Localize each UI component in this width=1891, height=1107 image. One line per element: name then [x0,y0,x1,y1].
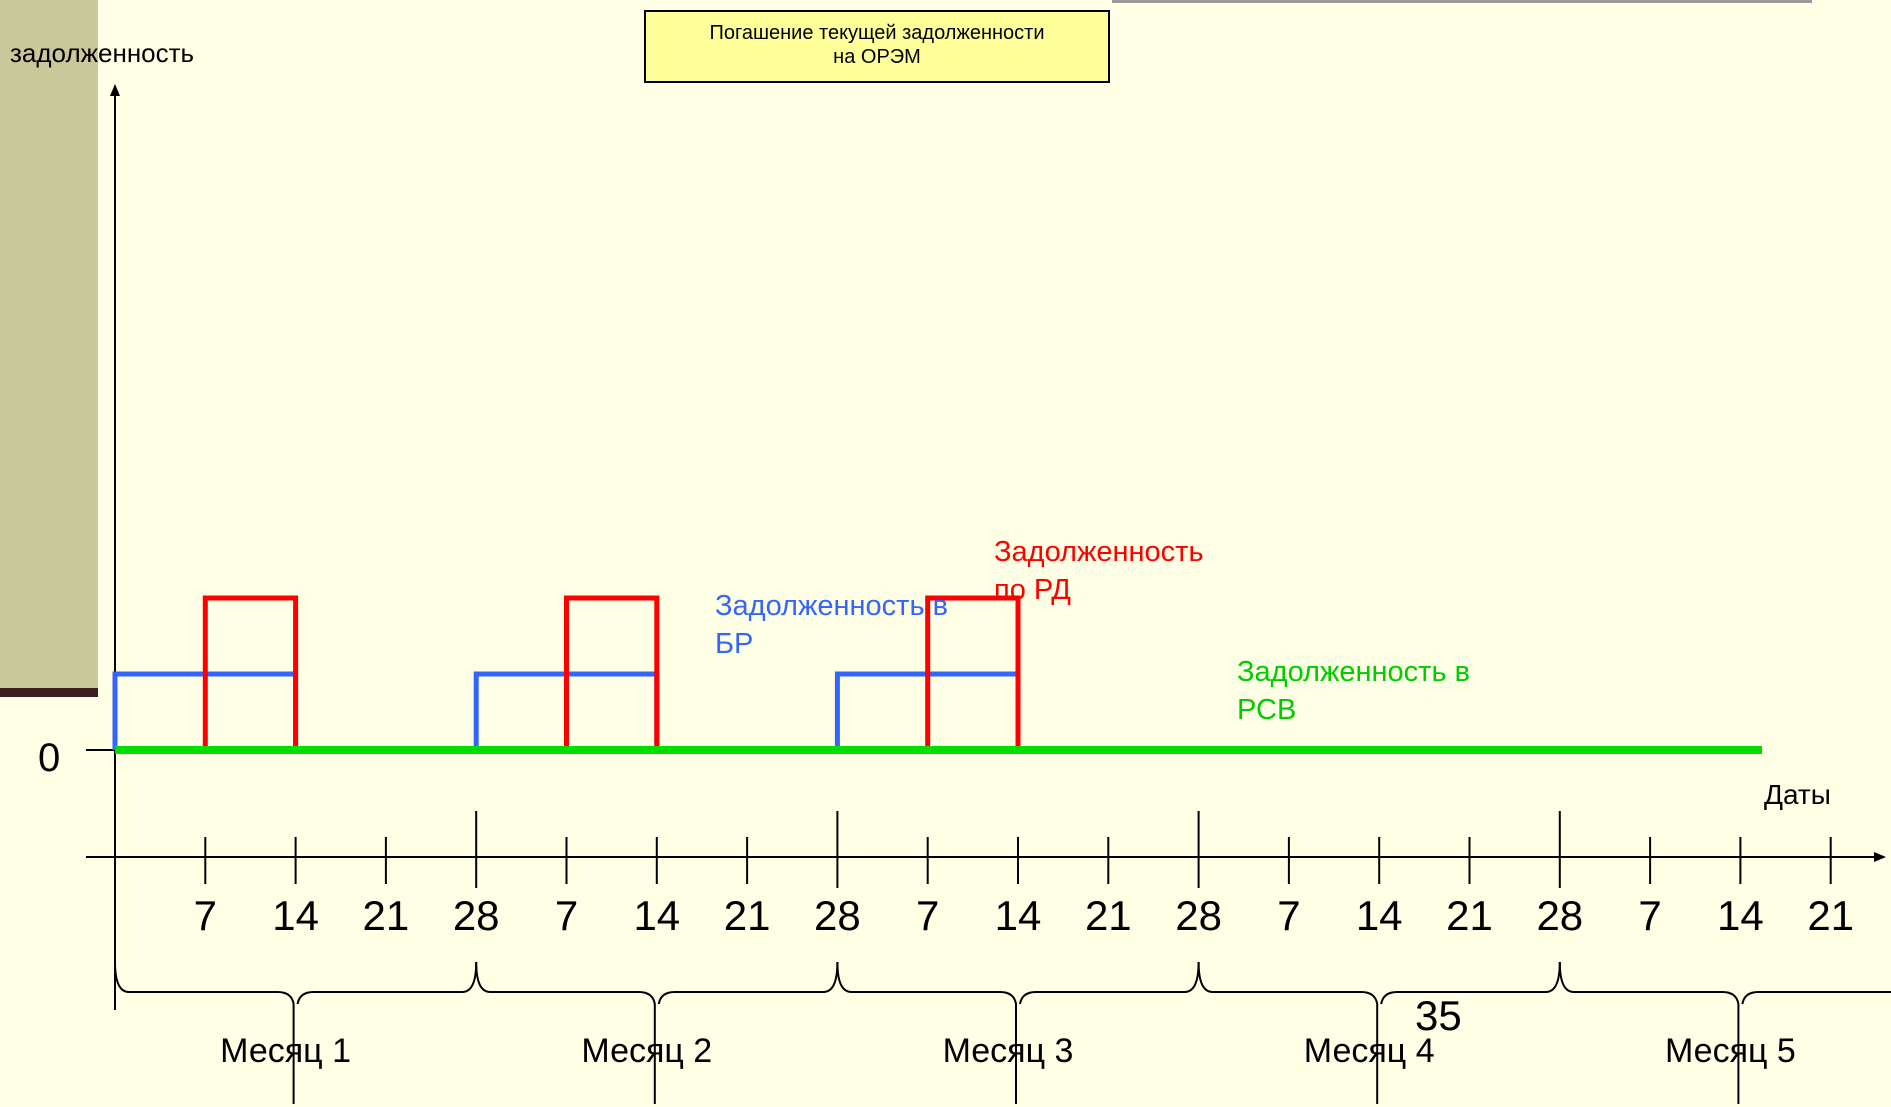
page-number: 35 [1415,992,1462,1039]
x-tick-label-3: 21 [363,892,410,939]
x-tick-label-16: 28 [1536,892,1583,939]
top-rule [1112,0,1812,3]
series-label-rsv-line-1: Задолженность в [1237,656,1471,688]
month-label-2: Месяц 2 [581,1032,712,1070]
month-brace-1 [114,961,478,1104]
callout-box: Погашение текущей задолженности на ОРЭМ [644,10,1110,83]
series-label-rsv: Задолженность в РСВ [1237,653,1470,729]
callout-line-1: Погашение текущей задолженности [709,22,1045,44]
x-tick-label-10: 14 [995,892,1042,939]
x-tick-label-12: 28 [1175,892,1222,939]
pulse-rd-2 [564,595,660,750]
month-label-1: Месяц 1 [220,1032,351,1070]
pulse-rd-3 [925,595,1021,750]
x-tick-label-5: 7 [555,892,578,939]
side-panel [0,0,98,692]
series-label-rd-line-1: Задолженность [994,536,1204,568]
x-tick-label-2: 14 [272,892,319,939]
month-brace-3 [836,961,1200,1104]
y-axis-label: задолженность [10,38,195,68]
series-label-rd: Задолженность по РД [994,533,1204,609]
x-tick-label-17: 7 [1638,892,1661,939]
series-label-br-line-1: Задолженность в [715,590,949,622]
x-tick-label-13: 7 [1277,892,1300,939]
x-tick-label-15: 21 [1446,892,1493,939]
series-label-rsv-line-2: РСВ [1237,694,1297,726]
x-tick-label-7: 21 [724,892,771,939]
x-tick-label-14: 14 [1356,892,1403,939]
x-tick-label-19: 21 [1807,892,1854,939]
series-label-br: Задолженность в БР [715,587,948,663]
x-tick-label-18: 14 [1717,892,1764,939]
callout-line-2: на ОРЭМ [833,46,921,68]
series-label-br-line-2: БР [715,628,754,660]
x-tick-label-6: 14 [633,892,680,939]
x-tick-label-4: 28 [453,892,500,939]
x-tick-label-9: 7 [916,892,939,939]
series-label-rd-line-2: по РД [994,574,1071,606]
x-tick-label-11: 21 [1085,892,1132,939]
month-label-3: Месяц 3 [943,1032,1074,1070]
pulse-rd-1 [202,595,299,750]
month-label-5: Месяц 5 [1665,1032,1796,1070]
x-tick-label-8: 28 [814,892,861,939]
side-rule [0,688,98,697]
month-label-4: Месяц 4 [1304,1032,1435,1070]
x-tick-label-1: 7 [194,892,217,939]
y-tick-zero: 0 [38,736,61,780]
x-axis-label: Даты [1764,779,1831,810]
month-brace-4 [1197,961,1561,1104]
month-brace-5 [1558,961,1891,1104]
month-brace-2 [475,961,839,1104]
